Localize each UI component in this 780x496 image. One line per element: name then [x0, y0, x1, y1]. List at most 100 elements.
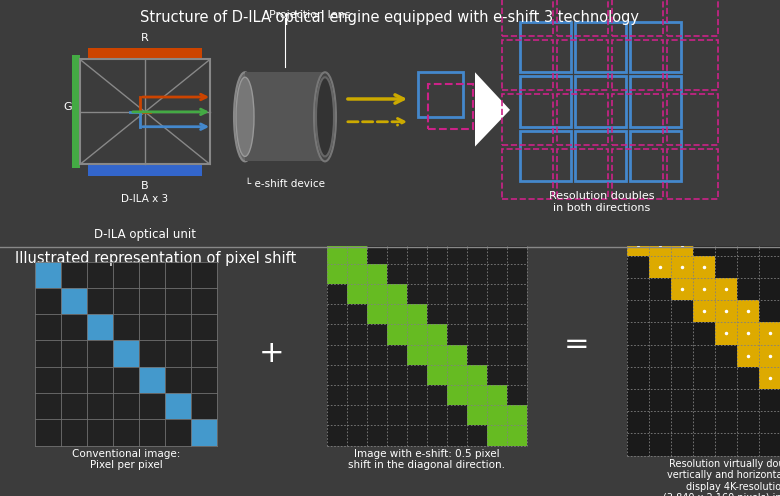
Bar: [80, 60, 210, 164]
Bar: [467, 365, 487, 385]
Bar: [715, 300, 737, 322]
Bar: [407, 324, 427, 345]
Text: Conventional image:
Pixel per pixel: Conventional image: Pixel per pixel: [72, 448, 180, 470]
Text: Projection lens: Projection lens: [269, 10, 351, 20]
Bar: [139, 367, 165, 393]
Bar: [347, 264, 367, 284]
Bar: [667, 40, 718, 90]
Bar: [502, 0, 553, 36]
Bar: [667, 94, 718, 144]
Bar: [759, 345, 780, 367]
Bar: [487, 425, 507, 445]
Bar: [520, 130, 571, 181]
Bar: [367, 284, 387, 304]
Bar: [520, 76, 571, 126]
Bar: [428, 84, 473, 128]
Bar: [612, 0, 663, 36]
Bar: [467, 385, 487, 405]
Bar: [387, 284, 407, 304]
Bar: [649, 234, 671, 255]
Bar: [557, 148, 608, 199]
Text: +: +: [259, 339, 285, 368]
Bar: [35, 262, 61, 288]
Ellipse shape: [236, 77, 254, 156]
Text: Structure of D-ILA optical engine equipped with e-shift 3 technology: Structure of D-ILA optical engine equipp…: [140, 10, 640, 25]
Bar: [61, 288, 87, 314]
Bar: [715, 278, 737, 300]
Bar: [759, 367, 780, 389]
Bar: [575, 22, 626, 72]
Bar: [557, 40, 608, 90]
Bar: [327, 244, 347, 264]
Bar: [347, 264, 367, 284]
Bar: [693, 255, 715, 278]
Text: Resolution virtually doubles
vertically and horizontally to
display 4K-resolutio: Resolution virtually doubles vertically …: [663, 459, 780, 496]
Bar: [418, 72, 463, 117]
Bar: [245, 72, 325, 161]
Bar: [759, 322, 780, 345]
Polygon shape: [475, 72, 510, 146]
Text: Illustrated representation of pixel shift: Illustrated representation of pixel shif…: [15, 250, 296, 265]
Bar: [502, 148, 553, 199]
Bar: [387, 324, 407, 345]
Bar: [487, 385, 507, 405]
Bar: [447, 345, 467, 365]
Ellipse shape: [234, 72, 256, 161]
Bar: [693, 278, 715, 300]
Bar: [407, 304, 427, 324]
Text: Resolution doubles
in both directions: Resolution doubles in both directions: [549, 191, 654, 213]
Bar: [487, 405, 507, 425]
Bar: [427, 324, 447, 345]
Bar: [367, 304, 387, 324]
Bar: [367, 284, 387, 304]
Text: D-ILA x 3: D-ILA x 3: [122, 194, 168, 204]
Bar: [667, 0, 718, 36]
Bar: [671, 278, 693, 300]
Text: B: B: [141, 181, 149, 191]
Bar: [87, 314, 113, 340]
Bar: [327, 264, 347, 284]
Bar: [693, 300, 715, 322]
Text: Image with e-shift: 0.5 pixel
shift in the diagonal direction.: Image with e-shift: 0.5 pixel shift in t…: [349, 448, 505, 470]
Bar: [387, 304, 407, 324]
Bar: [387, 304, 407, 324]
Bar: [627, 234, 649, 255]
Bar: [467, 405, 487, 425]
Bar: [671, 234, 693, 255]
Text: └ e-shift device: └ e-shift device: [245, 179, 325, 189]
Bar: [715, 322, 737, 345]
Bar: [557, 0, 608, 36]
Text: =: =: [564, 330, 590, 359]
Bar: [630, 76, 681, 126]
Bar: [507, 425, 527, 445]
Bar: [667, 148, 718, 199]
Bar: [427, 345, 447, 365]
Bar: [447, 365, 467, 385]
Bar: [627, 234, 780, 456]
Bar: [407, 345, 427, 365]
Bar: [427, 365, 447, 385]
Bar: [191, 419, 217, 445]
Bar: [612, 94, 663, 144]
Bar: [72, 56, 80, 168]
Bar: [88, 48, 202, 60]
Bar: [113, 340, 139, 367]
Bar: [467, 385, 487, 405]
Bar: [502, 40, 553, 90]
Text: R: R: [141, 33, 149, 43]
Bar: [630, 130, 681, 181]
Bar: [88, 164, 202, 176]
Bar: [347, 244, 367, 264]
Bar: [737, 345, 759, 367]
Bar: [35, 262, 217, 445]
Bar: [165, 393, 191, 419]
Bar: [557, 94, 608, 144]
Bar: [507, 405, 527, 425]
Bar: [575, 130, 626, 181]
Bar: [737, 300, 759, 322]
Bar: [367, 264, 387, 284]
Bar: [327, 244, 527, 445]
Bar: [630, 22, 681, 72]
Bar: [520, 22, 571, 72]
Bar: [612, 148, 663, 199]
